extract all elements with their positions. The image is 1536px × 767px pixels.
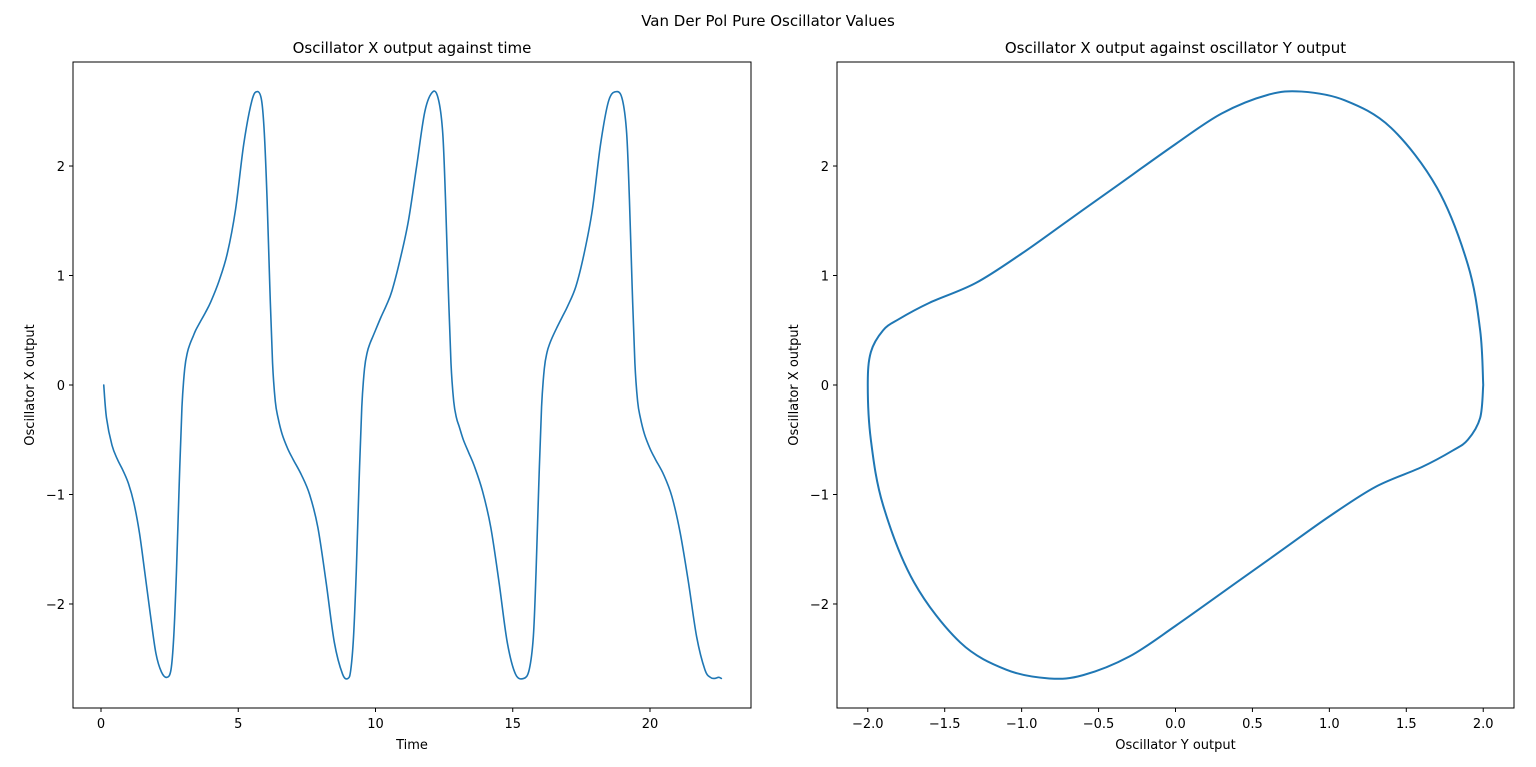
- series-line: [866, 90, 1485, 680]
- y-axis-label: Oscillator X output: [23, 324, 38, 445]
- x-tick-label: 5: [234, 717, 242, 732]
- x-tick-label: 20: [642, 717, 659, 732]
- y-tick-label: −2: [46, 598, 65, 613]
- x-tick-label: −1.0: [1006, 717, 1038, 732]
- x-tick-label: 1.5: [1396, 717, 1417, 732]
- series-line: [102, 90, 723, 680]
- x-tick-label: −2.0: [852, 717, 884, 732]
- x-tick-label: −0.5: [1083, 717, 1115, 732]
- x-tick-label: 0: [97, 717, 105, 732]
- x-tick-label: 10: [367, 717, 384, 732]
- y-tick-label: 1: [57, 270, 65, 285]
- x-axis-label: Oscillator Y output: [1115, 738, 1235, 753]
- y-tick-label: −1: [46, 488, 65, 503]
- x-tick-label: 0.0: [1165, 717, 1186, 732]
- y-tick-label: 0: [821, 379, 829, 394]
- x-tick-label: 0.5: [1242, 717, 1263, 732]
- x-tick-label: −1.5: [929, 717, 961, 732]
- figure-suptitle: Van Der Pol Pure Oscillator Values: [641, 12, 895, 30]
- x-tick-label: 15: [504, 717, 521, 732]
- y-tick-label: 2: [57, 160, 65, 175]
- panel-phase-portrait: Oscillator X output against oscillator Y…: [787, 39, 1515, 753]
- y-tick-label: 0: [57, 379, 65, 394]
- y-axis-label: Oscillator X output: [787, 324, 802, 445]
- y-tick-label: −2: [810, 598, 829, 613]
- panel-title: Oscillator X output against oscillator Y…: [1005, 39, 1346, 57]
- y-tick-label: −1: [810, 488, 829, 503]
- y-tick-label: 1: [821, 270, 829, 285]
- y-tick-label: 2: [821, 160, 829, 175]
- x-tick-label: 2.0: [1473, 717, 1494, 732]
- x-tick-label: 1.0: [1319, 717, 1340, 732]
- x-axis-label: Time: [395, 738, 428, 753]
- panel-title: Oscillator X output against time: [293, 39, 532, 57]
